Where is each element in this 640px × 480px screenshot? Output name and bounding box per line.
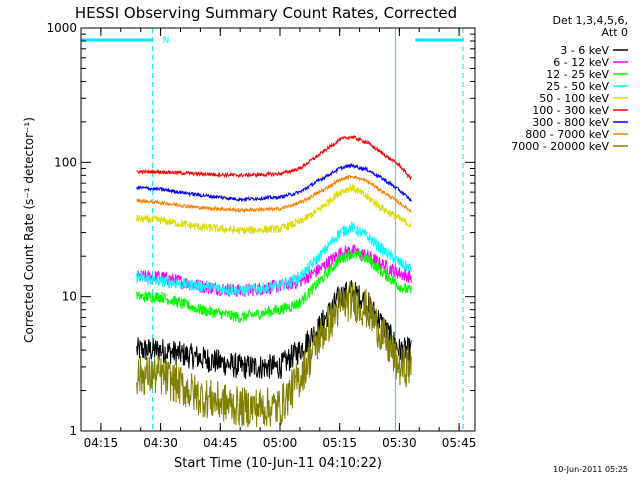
series-line-5 [136, 134, 412, 181]
x-tick-label-4: 05:15 [322, 436, 357, 450]
legend-header-0: Det 1,3,4,5,6, [552, 14, 628, 27]
y-tick-label-2: 100 [54, 155, 77, 169]
y-tick-label-0: 1 [69, 424, 77, 438]
series-line-6 [136, 162, 412, 203]
series-layer [136, 134, 412, 428]
timestamp: 10-Jun-2011 05:25 [553, 465, 628, 474]
x-tick-label-5: 05:30 [382, 436, 417, 450]
x-axis-label: Start Time (10-Jun-11 04:10:22) [174, 456, 382, 471]
x-tick-label-2: 04:45 [203, 436, 238, 450]
legend-label-3: 25 - 50 keV [546, 80, 609, 93]
legend-label-5: 100 - 300 keV [532, 104, 609, 117]
chart-title: HESSI Observing Summary Count Rates, Cor… [75, 4, 457, 22]
legend-label-8: 7000 - 20000 keV [511, 140, 609, 153]
y-axis-label: Corrected Count Rate (s⁻¹ detector⁻¹) [22, 117, 36, 343]
legend-header-1: Att 0 [602, 26, 628, 39]
series-line-7 [136, 174, 412, 214]
legend-label-4: 50 - 100 keV [539, 92, 609, 105]
series-line-8 [136, 280, 412, 428]
legend-label-2: 12 - 25 keV [546, 68, 609, 81]
y-tick-label-1: 10 [62, 290, 77, 304]
series-line-4 [136, 184, 412, 235]
legend-label-0: 3 - 6 keV [560, 44, 609, 57]
legend-label-6: 300 - 800 keV [532, 116, 609, 129]
x-tick-label-3: 05:00 [263, 436, 298, 450]
series-line-3 [136, 221, 412, 297]
legend-label-1: 6 - 12 keV [553, 56, 609, 69]
y-tick-label-3: 1000 [46, 21, 77, 35]
legend-label-7: 800 - 7000 keV [525, 128, 609, 141]
x-tick-label-6: 05:45 [442, 436, 477, 450]
annotation-0: N [163, 36, 170, 46]
axes: 04:15 04:30 04:45 05:00 05:15 05:30 05:45 1 10 10… [46, 21, 476, 450]
plot-frame [80, 27, 476, 432]
series-line-2 [136, 248, 412, 323]
x-tick-label-0: 04:15 [84, 436, 119, 450]
x-tick-label-1: 04:30 [143, 436, 178, 450]
